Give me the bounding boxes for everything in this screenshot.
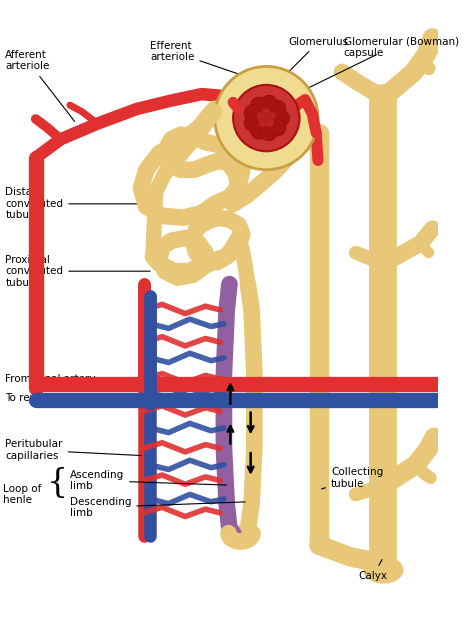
Text: Calyx: Calyx — [358, 559, 388, 580]
Circle shape — [244, 115, 261, 132]
Text: Ascending
limb: Ascending limb — [70, 470, 227, 491]
Circle shape — [269, 100, 286, 117]
Text: From renal artery: From renal artery — [5, 374, 96, 384]
Circle shape — [265, 118, 274, 127]
Text: {: { — [47, 467, 69, 499]
Circle shape — [262, 108, 271, 117]
Circle shape — [259, 118, 268, 127]
Circle shape — [273, 110, 290, 126]
Text: Efferent
arteriole: Efferent arteriole — [150, 41, 284, 90]
Text: Loop of
henle: Loop of henle — [2, 484, 41, 505]
Text: Afferent
arteriole: Afferent arteriole — [5, 50, 74, 121]
Circle shape — [261, 95, 277, 112]
Text: Collecting
tubule: Collecting tubule — [321, 467, 383, 489]
Circle shape — [215, 66, 318, 170]
Circle shape — [256, 112, 265, 121]
Circle shape — [251, 122, 267, 139]
Text: Glomerulus: Glomerulus — [272, 37, 348, 88]
Circle shape — [244, 104, 261, 121]
Text: Proximal
convoluted
tubule: Proximal convoluted tubule — [5, 255, 150, 288]
Text: Descending
limb: Descending limb — [70, 496, 245, 518]
Circle shape — [233, 85, 300, 151]
Text: Glomerular (Bowman)
capsule: Glomerular (Bowman) capsule — [344, 37, 459, 59]
Text: Peritubular
capillaries: Peritubular capillaries — [5, 439, 141, 461]
Text: Distal
convoluted
tubule: Distal convoluted tubule — [5, 187, 144, 221]
Circle shape — [251, 97, 267, 114]
Text: To renal vein: To renal vein — [5, 394, 71, 404]
Ellipse shape — [364, 557, 403, 583]
Circle shape — [261, 124, 277, 141]
Circle shape — [269, 119, 286, 136]
Circle shape — [267, 112, 276, 121]
